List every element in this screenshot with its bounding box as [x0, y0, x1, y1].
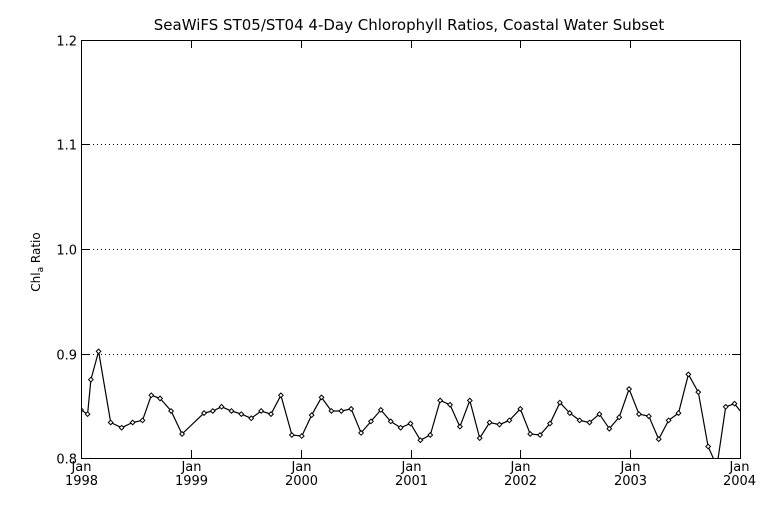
data-point [576, 417, 583, 424]
series-line [81, 351, 741, 459]
data-point [715, 464, 720, 469]
data-point [228, 407, 235, 414]
data-point [84, 411, 91, 418]
data-point [695, 389, 702, 396]
data-point [218, 403, 225, 410]
x-tick-year: 2004 [723, 474, 756, 489]
y-tick-label: 1.0 [56, 244, 77, 259]
y-tick-label: 1.2 [56, 35, 77, 50]
data-point [308, 412, 315, 419]
data-point [447, 401, 454, 408]
y-tick-label: 0.8 [56, 453, 77, 468]
data-point [506, 417, 513, 424]
data-point [179, 430, 186, 437]
data-point [328, 407, 335, 414]
data-point [655, 436, 662, 443]
data-point [675, 410, 682, 417]
x-tick-month: Jan [509, 460, 530, 475]
data-point [367, 418, 374, 425]
data-point [129, 419, 136, 426]
data-point [762, 441, 767, 446]
data-point [635, 411, 642, 418]
y-axis-label: Chla Ratio [29, 232, 46, 291]
y-tick-label: 0.9 [56, 349, 77, 364]
data-point [118, 424, 125, 431]
data-point [248, 415, 255, 422]
data-point [407, 420, 414, 427]
chart-title: SeaWiFS ST05/ST04 4-Day Chlorophyll Rati… [154, 16, 665, 34]
x-tick-year: 2000 [285, 474, 318, 489]
x-tick-year: 1999 [175, 474, 208, 489]
data-point [288, 432, 295, 439]
x-tick-month: Jan [70, 460, 91, 475]
data-point [87, 376, 94, 383]
x-tick-month: Jan [619, 460, 640, 475]
data-point [606, 425, 613, 432]
x-tick-year: 2001 [395, 474, 428, 489]
data-point [556, 399, 563, 406]
data-point [107, 419, 114, 426]
data-point [238, 411, 245, 418]
data-point [546, 420, 553, 427]
data-point [397, 424, 404, 431]
data-point [731, 400, 738, 407]
data-point [626, 386, 633, 393]
data-point [722, 403, 729, 410]
data-point [596, 411, 603, 418]
data-point [268, 411, 275, 418]
tick-labels: 0.80.91.01.11.2Jan1998Jan1999Jan2000Jan2… [56, 35, 756, 490]
data-point [616, 414, 623, 421]
data-point [358, 429, 365, 436]
data-point [168, 407, 175, 414]
data-point [377, 406, 384, 413]
x-tick-year: 2003 [614, 474, 647, 489]
y-tick-label: 1.1 [56, 139, 77, 154]
data-point [318, 394, 325, 401]
data-point [437, 397, 444, 404]
data-point [566, 410, 573, 417]
data-point [665, 417, 672, 424]
data-point [466, 397, 473, 404]
data-point [258, 407, 265, 414]
data-point [742, 414, 747, 419]
data-point [517, 405, 524, 412]
data-point [496, 421, 503, 428]
gridlines [81, 144, 740, 355]
data-point [348, 405, 355, 412]
series-layer [81, 348, 767, 469]
data-point [139, 417, 146, 424]
data-point [427, 432, 434, 439]
data-point [486, 419, 493, 426]
data-point [705, 443, 712, 450]
data-point [201, 410, 208, 417]
x-tick-year: 2002 [504, 474, 537, 489]
data-point [277, 392, 284, 399]
data-point [209, 407, 216, 414]
data-point [387, 418, 394, 425]
data-point [752, 422, 757, 427]
data-point [685, 371, 692, 378]
plot-frame [81, 40, 741, 459]
data-point [456, 423, 463, 430]
data-point [417, 437, 424, 444]
data-point [476, 435, 483, 442]
data-point [527, 430, 534, 437]
data-point [537, 432, 544, 439]
data-point [148, 392, 155, 399]
data-point [95, 348, 102, 355]
x-tick-year: 1998 [65, 474, 98, 489]
data-point [157, 395, 164, 402]
x-tick-month: Jan [180, 460, 201, 475]
data-point [645, 413, 652, 420]
x-tick-month: Jan [400, 460, 421, 475]
x-tick-month: Jan [290, 460, 311, 475]
x-tick-month: Jan [728, 460, 749, 475]
data-point [586, 419, 593, 426]
data-point [338, 407, 345, 414]
data-point [298, 433, 305, 440]
